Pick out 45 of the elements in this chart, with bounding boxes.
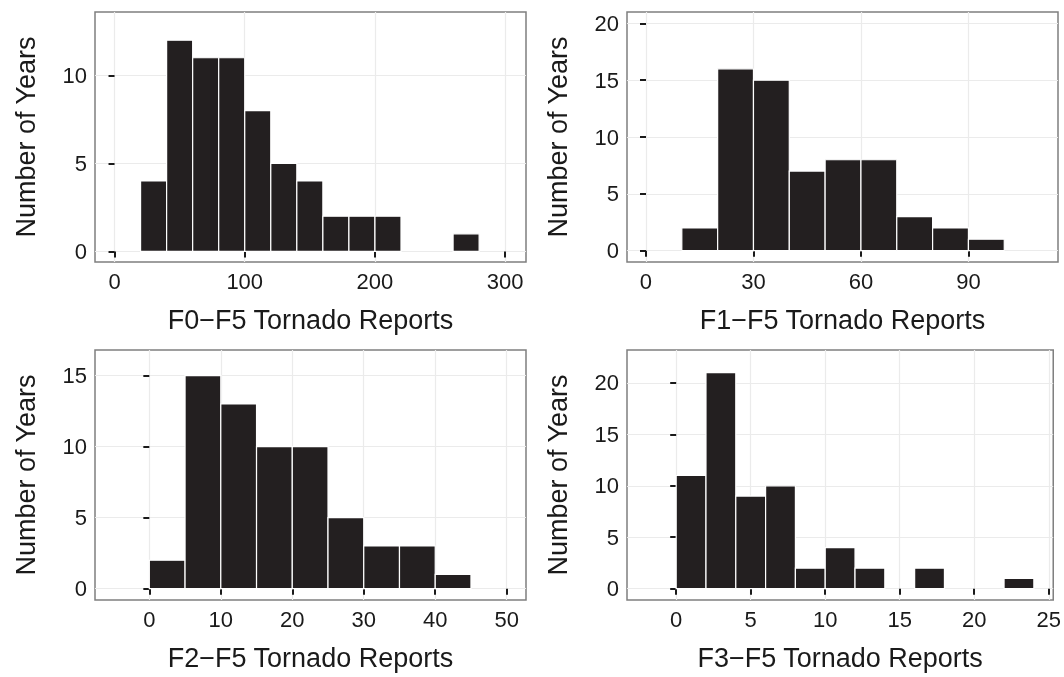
x-tick-label: 90 (956, 268, 981, 294)
y-tick-label: 15 (594, 421, 619, 447)
y-tick-label: 10 (594, 473, 619, 499)
x-tick-label: 40 (422, 606, 448, 632)
y-tick-label: 0 (606, 238, 619, 264)
x-axis-title: F0−F5 Tornado Reports (167, 304, 454, 335)
y-tick-label: 5 (606, 524, 619, 550)
y-axis-title: Number of Years (10, 36, 41, 238)
x-tick-label: 10 (208, 606, 234, 632)
y-tick-label: 5 (74, 150, 87, 176)
x-tick-label: 0 (143, 606, 156, 632)
x-tick-label: 5 (744, 606, 757, 632)
y-tick-label: 15 (62, 363, 87, 389)
y-tick-label: 10 (62, 434, 87, 460)
y-tick-label: 10 (62, 62, 87, 88)
x-tick-label: 15 (887, 606, 912, 632)
x-tick-label: 0 (639, 268, 653, 294)
y-tick-label: 20 (594, 10, 619, 36)
y-tick-label: 15 (594, 67, 619, 93)
y-tick-label: 5 (606, 181, 619, 207)
y-axis-title: Number of Years (542, 36, 573, 238)
x-tick-label: 30 (351, 606, 376, 632)
y-axis-title: Number of Years (10, 374, 41, 576)
y-tick-label: 0 (606, 576, 619, 602)
x-tick-label: 30 (741, 268, 766, 294)
y-tick-label: 5 (74, 505, 87, 531)
x-tick-label: 200 (356, 268, 394, 294)
x-tick-label: 20 (280, 606, 305, 632)
x-tick-label: 20 (962, 606, 987, 632)
y-tick-label: 20 (594, 370, 619, 396)
y-tick-label: 0 (74, 238, 87, 264)
x-tick-label: 10 (812, 606, 838, 632)
y-tick-label: 0 (74, 576, 87, 602)
x-tick-label: 100 (226, 268, 264, 294)
x-tick-label: 0 (108, 268, 121, 294)
x-tick-label: 300 (486, 268, 524, 294)
x-axis-title: F1−F5 Tornado Reports (699, 304, 986, 335)
y-axis-title: Number of Years (542, 374, 573, 576)
y-tick-label: 10 (594, 124, 619, 150)
x-tick-label: 60 (848, 268, 874, 294)
x-tick-label: 50 (494, 606, 519, 632)
x-axis-title: F3−F5 Tornado Reports (697, 642, 983, 673)
x-axis-title: F2−F5 Tornado Reports (167, 642, 454, 673)
x-tick-label: 25 (1036, 606, 1062, 632)
x-tick-label: 0 (670, 606, 683, 632)
